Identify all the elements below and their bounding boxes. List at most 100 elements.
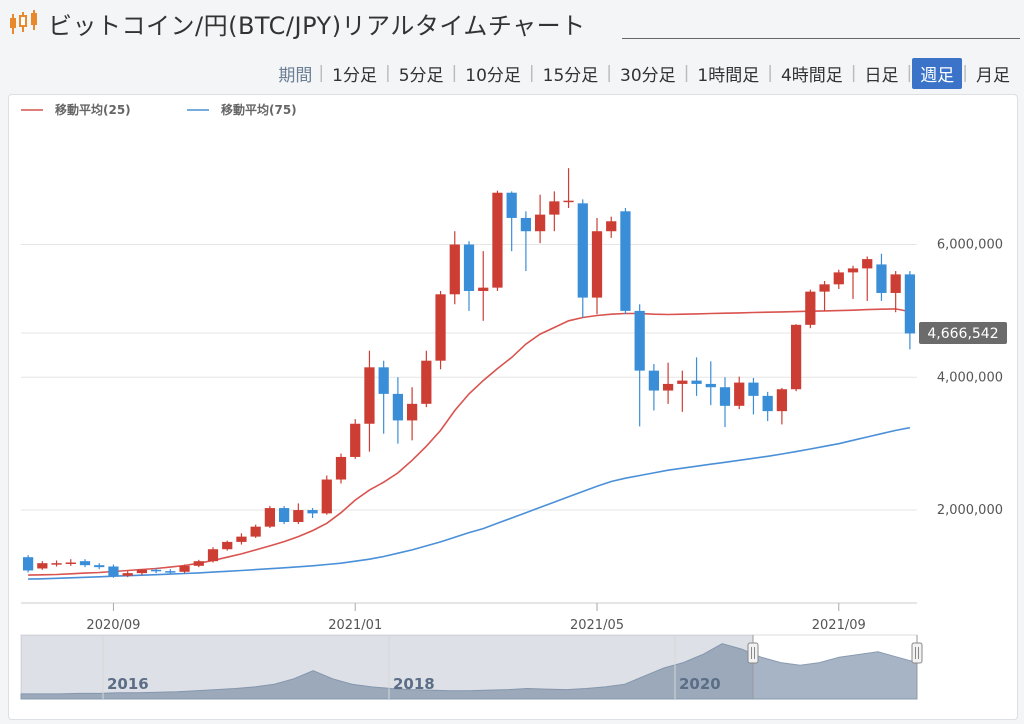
candle <box>691 357 702 396</box>
navigator-handle[interactable] <box>747 642 759 664</box>
candle <box>762 391 773 422</box>
period-separator: | <box>767 63 773 83</box>
candle <box>776 387 788 425</box>
range-navigator[interactable]: 2016 2018 2020 <box>20 634 923 700</box>
candle-body <box>563 200 574 203</box>
candle-body <box>122 573 133 576</box>
handle-grip[interactable] <box>911 642 923 664</box>
candle-body <box>264 508 276 527</box>
period-4hour-button[interactable]: 4時間足 <box>780 65 843 86</box>
candle <box>748 377 759 415</box>
candle-body <box>833 272 844 285</box>
candle <box>534 194 546 244</box>
candle-body <box>719 387 731 406</box>
candle-body <box>790 324 802 390</box>
candle <box>207 547 219 563</box>
period-1min-button[interactable]: 1分足 <box>332 65 377 86</box>
candle-body <box>222 541 233 550</box>
candle-body <box>662 383 674 391</box>
candle-body <box>748 382 759 396</box>
navigator-area <box>20 643 918 700</box>
candle <box>478 251 489 321</box>
candle <box>22 555 34 573</box>
period-weekly-button[interactable]: 週足 <box>912 57 963 89</box>
y-tick-label: 6,000,000 <box>937 238 1003 253</box>
candle <box>378 360 389 434</box>
candle <box>862 256 873 301</box>
candle <box>549 191 560 232</box>
candle <box>421 350 432 408</box>
candle <box>520 211 532 272</box>
navigator-mask <box>21 635 753 699</box>
y-tick-label: 2,000,000 <box>937 503 1003 518</box>
candle <box>662 362 674 404</box>
period-daily-button[interactable]: 日足 <box>864 65 899 86</box>
candle-body <box>819 284 830 292</box>
candle <box>222 540 233 551</box>
candle <box>179 564 190 574</box>
candle-body <box>79 561 91 566</box>
candle-body <box>236 536 247 542</box>
ma-line <box>28 426 911 580</box>
candle <box>435 290 446 370</box>
candle-body <box>278 508 290 523</box>
candle-body <box>378 367 389 394</box>
candle <box>705 361 716 406</box>
handle-grip[interactable] <box>747 642 759 664</box>
candle-body <box>762 395 773 412</box>
candle <box>264 506 276 528</box>
candle <box>833 269 844 289</box>
period-15min-button[interactable]: 15分足 <box>542 65 599 86</box>
period-30min-button[interactable]: 30分足 <box>620 65 676 86</box>
candlestick-logo-icon <box>10 10 37 34</box>
candle-body <box>534 214 546 232</box>
candle <box>677 370 688 412</box>
candle <box>904 271 916 350</box>
candle <box>392 377 404 444</box>
candle-body <box>577 203 588 298</box>
axes: 2020/09 2021/01 2021/05 2021/09 4,666,542 <box>21 322 1007 633</box>
candle-body <box>677 380 688 384</box>
candle <box>150 567 162 574</box>
candle <box>136 569 148 576</box>
candle <box>876 253 887 301</box>
candle-body <box>421 360 432 404</box>
grid-lines: 2,000,000 4,000,000 6,000,000 <box>21 238 1003 518</box>
current-price-label: 4,666,542 <box>927 326 998 342</box>
candle-body <box>37 563 48 569</box>
chart-panel: 2,000,000 4,000,000 6,000,000 移動平均(25) 移動平均… <box>8 94 1018 720</box>
title-underline <box>622 38 1020 39</box>
x-tick-label: 2021/05 <box>570 618 624 633</box>
candle <box>719 377 731 428</box>
candle-body <box>705 383 716 388</box>
candle <box>847 265 859 299</box>
candle-body <box>335 456 347 480</box>
candle-body <box>51 563 62 565</box>
navigator-handle[interactable] <box>911 642 923 664</box>
candle <box>463 241 475 311</box>
candle <box>406 387 418 441</box>
moving-average-lines <box>28 308 911 580</box>
candle-body <box>449 244 460 295</box>
candle-body <box>392 393 404 421</box>
legend-label: 移動平均(75) <box>221 102 297 117</box>
period-monthly-button[interactable]: 月足 <box>976 65 1010 86</box>
candle-body <box>435 294 446 361</box>
page-title: ビットコイン/円(BTC/JPY)リアルタイムチャート <box>48 12 586 40</box>
candle-body <box>307 510 318 514</box>
period-5min-button[interactable]: 5分足 <box>398 65 444 86</box>
candle <box>293 503 304 524</box>
period-10min-button[interactable]: 10分足 <box>465 65 521 86</box>
candle-body <box>321 479 332 514</box>
candle-body <box>890 274 901 293</box>
candle <box>37 561 48 570</box>
candle-body <box>165 571 176 573</box>
candle <box>577 199 588 318</box>
candle <box>620 207 631 315</box>
period-1hour-button[interactable]: 1時間足 <box>697 65 760 86</box>
candle <box>108 564 119 578</box>
period-separator: | <box>451 63 458 83</box>
candle-body <box>847 268 859 273</box>
candle <box>819 281 830 311</box>
